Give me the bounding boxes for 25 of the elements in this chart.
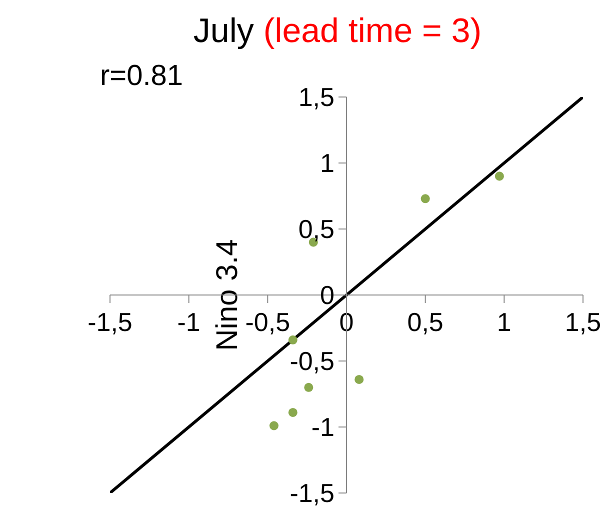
point — [494, 172, 504, 181]
point — [288, 335, 298, 344]
x-tick-label: 1,5 — [564, 307, 602, 337]
x-tick-label: -1,5 — [88, 307, 132, 337]
y-tick-label: 1 — [320, 148, 334, 178]
x-tick-label: -1 — [177, 307, 200, 337]
point — [354, 374, 364, 384]
point — [420, 194, 430, 204]
text: r=0.81 — [100, 60, 184, 93]
y-tick-label: 1,5 — [298, 82, 334, 112]
x-tick-label: 1 — [496, 307, 512, 337]
y-tick-label: 0,5 — [298, 214, 334, 244]
y-tick-label: 0 — [320, 280, 334, 310]
y-axis-title: Nino 3.4 — [211, 239, 245, 351]
x-tick-label: 0 — [339, 307, 354, 337]
y-tick-label: -1,5 — [290, 478, 334, 508]
y-tick-label: -0,5 — [290, 346, 334, 376]
x-tick-label: 0,5 — [407, 307, 444, 337]
chart-title: July — [193, 12, 254, 50]
x-tick-label: -0,5 — [245, 307, 290, 337]
y-tick-label: -1 — [311, 412, 334, 442]
point — [288, 408, 298, 417]
point — [269, 421, 278, 430]
chart-subtitle: (lead time = 3) — [263, 12, 482, 50]
point — [304, 382, 314, 392]
